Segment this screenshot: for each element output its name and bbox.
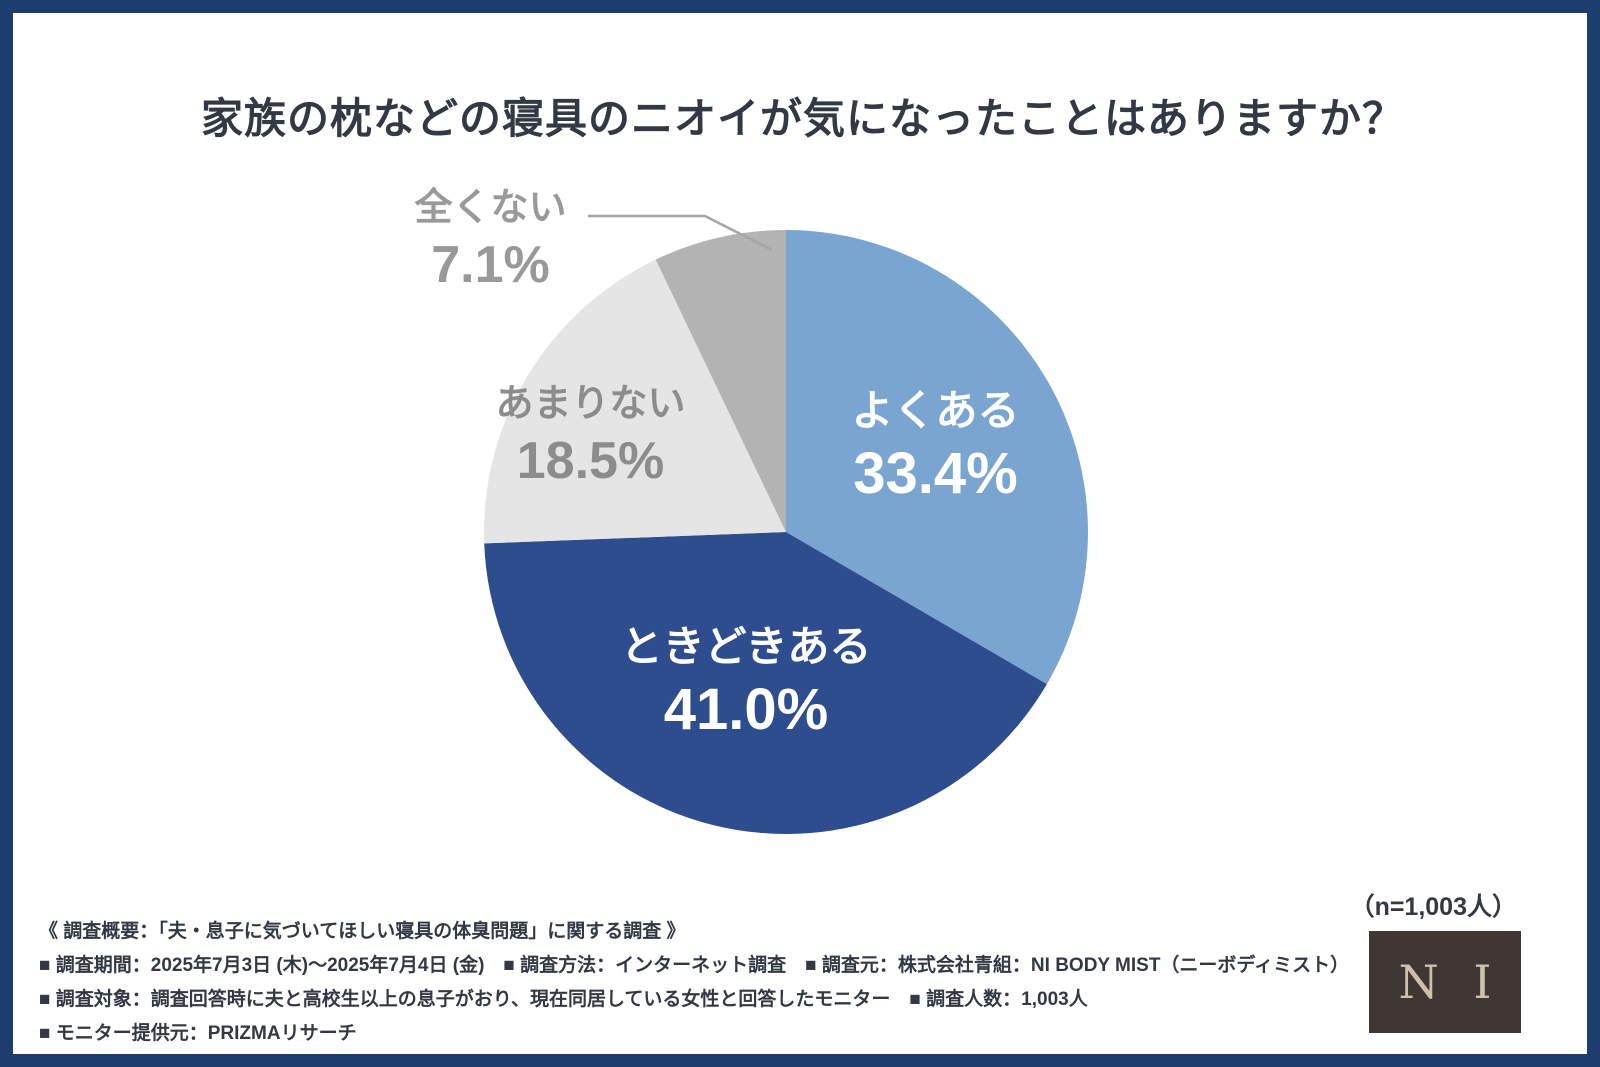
sample-size-label: （n=1,003人）	[1349, 893, 1517, 921]
survey-target-count: ■ 調査対象：調査回答時に夫と高校生以上の息子がおり、現在同居している女性と回答…	[39, 989, 1088, 1010]
callout-line-path	[588, 214, 773, 252]
pie-slice-yoku-aru	[786, 230, 1088, 685]
pie-slice-amari-nai	[483, 259, 786, 544]
survey-period-method-source: ■ 調査期間：2025年7月3日 (木)〜2025年7月4日 (金) ■ 調査方…	[39, 955, 1350, 976]
page-title: 家族の枕などの寝具のニオイが気になったことはありますか？	[200, 95, 1405, 142]
pie-slice-mattaku-nai	[655, 230, 786, 532]
callout-line	[588, 214, 773, 252]
survey-overview: 《 調査概要：「夫・息子に気づいてほしい寝具の体臭問題」に関する調査 》 ■ 調…	[39, 915, 1369, 1051]
slice-category: 全くない	[414, 187, 567, 229]
pie-slice-tokidoki-aru	[484, 532, 1047, 834]
pie-chart	[482, 228, 1090, 836]
pie-chart-svg	[483, 230, 1088, 834]
survey-overview-title: 《 調査概要：「夫・息子に気づいてほしい寝具の体臭問題」に関する調査 》	[39, 921, 686, 942]
survey-monitor-provider: ■ モニター提供元：PRIZMAリサーチ	[39, 1023, 357, 1044]
brand-logo: N I	[1369, 931, 1521, 1033]
